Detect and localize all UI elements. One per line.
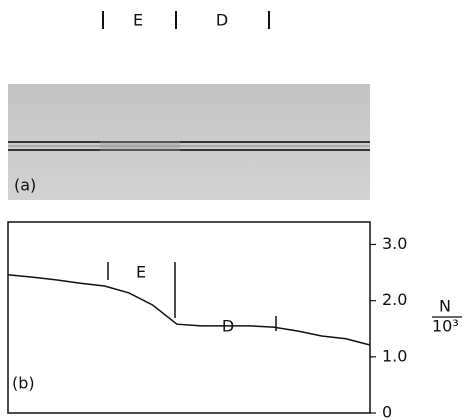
y-tick-label: 2.0: [382, 290, 407, 309]
y-tick-label: 1.0: [382, 346, 407, 365]
chart: 0 1.0 2.0 3.0: [8, 234, 407, 420]
annotation: D: [222, 317, 234, 336]
region-label: E: [133, 11, 143, 30]
region-dividers: [108, 262, 276, 331]
page: E D (a) 01.02.03.0 E D (b) N 10³ (() => …: [0, 0, 471, 420]
region-label: D: [216, 11, 228, 30]
y-axis-label: N: [439, 297, 451, 316]
y-tick-label: 3.0: [382, 234, 407, 253]
data-line: [8, 275, 370, 345]
y-tick-label: 0: [382, 403, 392, 420]
stripe-region: [100, 141, 180, 151]
y-axis-label: 10³: [432, 317, 459, 336]
figure: E D (a) 0 1.0 2.0 3.0 E D (b) N 10³: [0, 0, 471, 420]
region-dividers: [103, 11, 269, 29]
annotation: E: [136, 263, 146, 282]
plot-frame: [8, 222, 370, 413]
panel-label: (b): [12, 374, 35, 393]
panel-label: (a): [14, 176, 36, 195]
